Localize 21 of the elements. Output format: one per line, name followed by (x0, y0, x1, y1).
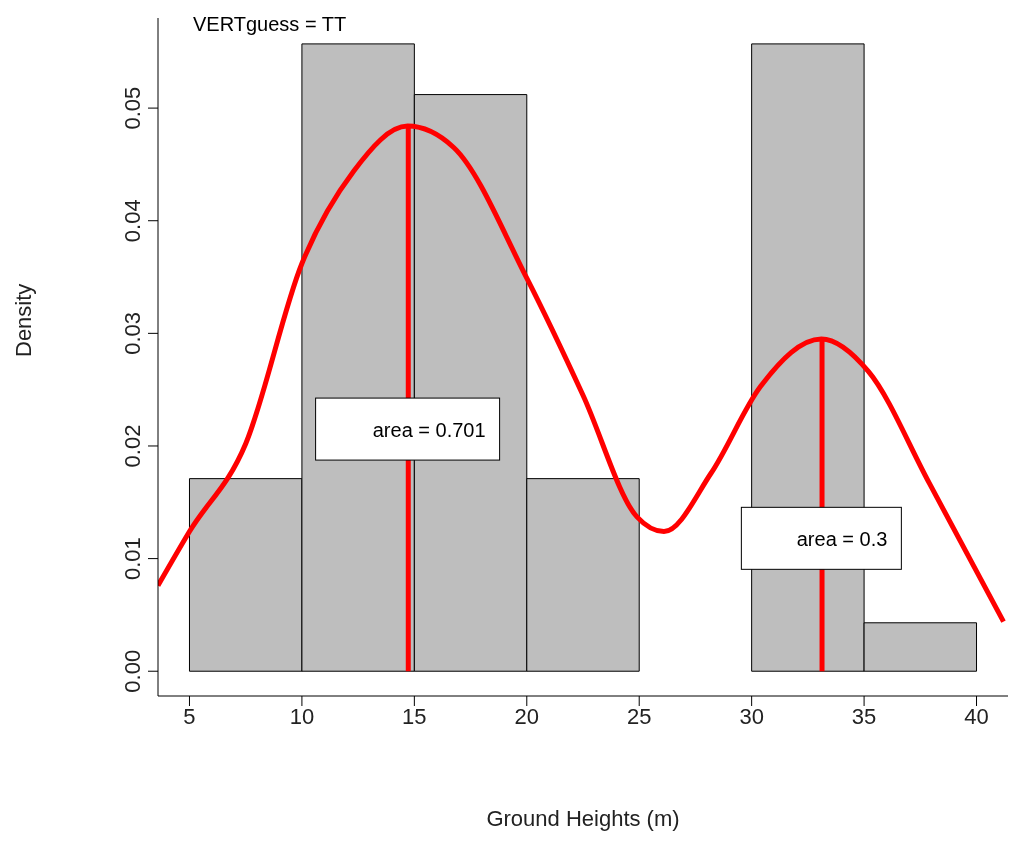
x-tick-label: 5 (183, 703, 196, 729)
text-box: area = 0.701 (315, 397, 501, 461)
x-tick-label: 30 (739, 703, 764, 729)
annotation: area = 0.3 (796, 528, 888, 551)
y-tick-label: 0.00 (120, 649, 145, 693)
x-tick-label: 40 (964, 703, 989, 729)
y-tick-label: 0.02 (120, 424, 145, 468)
text-box: area = 0.3 (740, 506, 902, 570)
y-tick-label: 0.05 (120, 86, 145, 130)
y-axis-title: Density (10, 283, 36, 357)
x-axis-title: Ground Heights (m) (486, 806, 680, 831)
annotation: area = 0.701 (372, 419, 486, 442)
annotation: VERTguess = TT (193, 13, 347, 36)
x-tick-label: 15 (402, 703, 427, 729)
x-tick-label: 25 (626, 703, 652, 729)
x-tick-label: 20 (514, 703, 540, 729)
y-tick-label: 0.01 (120, 537, 145, 581)
x-tick-label: 10 (289, 703, 315, 729)
y-tick-label: 0.04 (120, 199, 145, 243)
y-tick-label: 0.03 (120, 311, 145, 355)
x-tick-label: 35 (851, 703, 877, 729)
